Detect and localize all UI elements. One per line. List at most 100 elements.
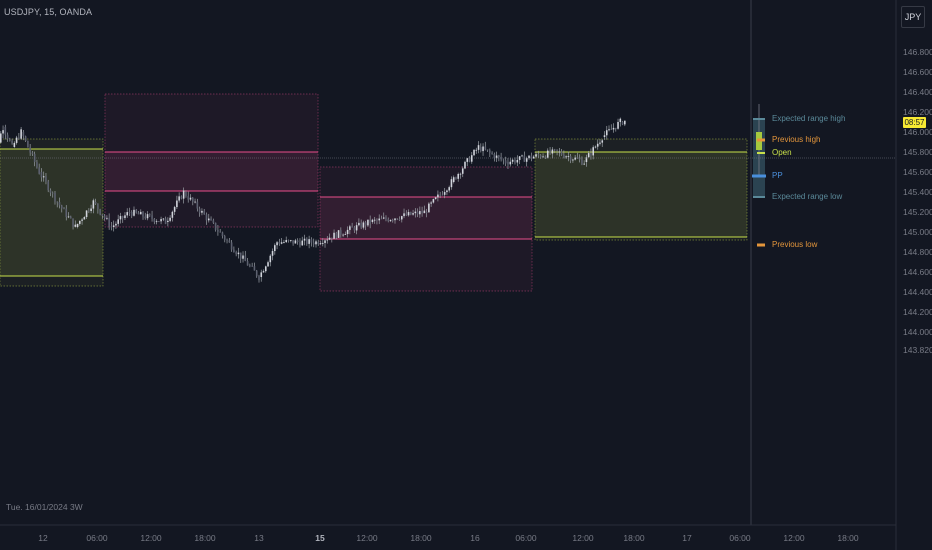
time-tick-label: 18:00 (837, 533, 859, 543)
candle-body (344, 234, 347, 235)
candle-body (0, 133, 2, 143)
candle-body (470, 155, 473, 162)
candle-body (419, 211, 421, 215)
candle-body (321, 242, 324, 244)
candle-body (558, 151, 561, 153)
candle-body (194, 201, 196, 203)
candle-body (110, 226, 113, 228)
price-tick-label: 143.820 (903, 345, 932, 355)
candle-body (621, 122, 624, 125)
candle-body (394, 218, 396, 221)
candle-body (258, 276, 260, 281)
candle-body (290, 240, 292, 242)
candle-body (49, 190, 52, 193)
candle-body (518, 156, 521, 160)
symbol-title[interactable]: USDJPY, 15, OANDA (4, 7, 93, 17)
candle-body (603, 135, 606, 137)
candle-body (553, 149, 556, 151)
candle-body (76, 223, 79, 227)
candle-body (464, 161, 466, 169)
candle-body (201, 210, 203, 213)
candle-body (228, 240, 231, 243)
time-tick-label: 17 (682, 533, 692, 543)
candle-body (537, 154, 540, 156)
candle-body (255, 270, 258, 277)
candle-body (544, 156, 547, 158)
price-tick-label: 145.400 (903, 187, 932, 197)
candle-body (576, 157, 579, 159)
candle-body (315, 241, 317, 245)
candle-body (79, 220, 81, 224)
candle-body (349, 226, 351, 230)
candle-body (432, 199, 435, 203)
candle-body (619, 118, 622, 122)
candle-body (182, 190, 185, 199)
candle-body (173, 207, 176, 212)
level-label-prev_high: Previous high (772, 135, 821, 144)
candle-body (280, 242, 283, 244)
candle-body (396, 218, 399, 220)
candle-body (477, 145, 480, 150)
candle-body (146, 214, 149, 219)
candle-body (233, 249, 235, 253)
candle-body (278, 242, 281, 244)
time-tick-label: 12:00 (356, 533, 378, 543)
candle-body (382, 217, 385, 219)
candle-body (196, 201, 199, 209)
price-tick-label: 144.200 (903, 307, 932, 317)
level-label-prev_low: Previous low (772, 240, 818, 249)
level-label-expected_low: Expected range low (772, 192, 843, 201)
candle-body (294, 240, 297, 244)
level-marker-prev_low (757, 243, 765, 247)
candle-body (260, 272, 263, 277)
level-marker-prev_high (757, 138, 765, 142)
current-price-badge: 08:57 (903, 117, 926, 128)
candle-body (455, 177, 457, 179)
price-tick-label: 146.600 (903, 67, 932, 77)
candle-body (101, 214, 104, 216)
candle-body (605, 130, 608, 136)
zone-inner-range (0, 149, 103, 276)
candle-body (251, 265, 253, 267)
candle-body (124, 215, 126, 219)
candle-body (226, 239, 228, 241)
candle-body (235, 252, 237, 255)
zone-inner-range (535, 152, 747, 237)
candle-body (65, 208, 68, 217)
candle-body (430, 202, 432, 204)
candle-body (425, 212, 428, 213)
candle-body (434, 197, 437, 200)
candle-body (459, 173, 462, 175)
candle-body (112, 225, 115, 227)
candle-body (560, 151, 563, 155)
candle-body (189, 197, 192, 200)
price-tick-label: 146.800 (903, 47, 932, 57)
candle-body (121, 216, 124, 219)
candle-body (594, 146, 597, 148)
candle-body (20, 129, 22, 139)
candle-body (326, 239, 329, 241)
candle-body (267, 262, 269, 267)
candle-body (546, 150, 549, 158)
candle-body (142, 211, 144, 217)
candle-body (346, 229, 349, 235)
candle-body (221, 232, 224, 237)
candle-body (592, 147, 595, 156)
candle-body (468, 158, 471, 162)
candle-body (115, 223, 117, 226)
candle-body (617, 121, 619, 129)
candle-body (308, 239, 310, 244)
candle-body (353, 227, 356, 231)
level-marker-expected_low (753, 196, 765, 198)
candle-body (405, 213, 408, 216)
currency-button[interactable]: JPY (901, 6, 925, 28)
candle-body (205, 214, 208, 221)
candle-body (90, 208, 92, 211)
candle-body (535, 154, 537, 157)
candle-body (9, 139, 11, 141)
candle-body (94, 202, 97, 204)
price-tick-label: 146.400 (903, 87, 932, 97)
candle-body (178, 196, 180, 201)
price-tick-label: 146.200 (903, 107, 932, 117)
